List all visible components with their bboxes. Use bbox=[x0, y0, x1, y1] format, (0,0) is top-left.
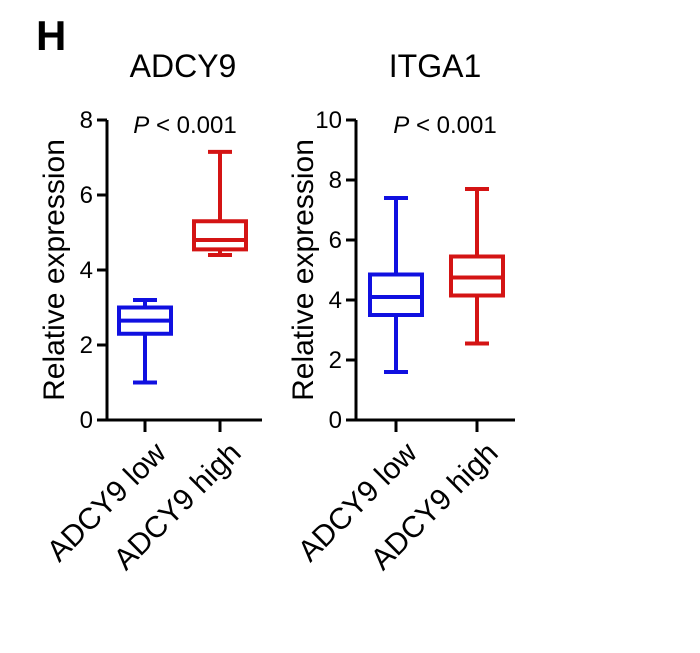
y-axis-title: Relative expression bbox=[38, 139, 71, 401]
y-tick-label: 0 bbox=[329, 407, 342, 434]
box-plot-high bbox=[449, 187, 505, 346]
y-axis-title: Relative expression bbox=[287, 139, 320, 401]
p-value-annotation: P < 0.001 bbox=[133, 112, 236, 139]
p-value-text: < 0.001 bbox=[149, 112, 236, 139]
y-tick-label: 8 bbox=[80, 107, 93, 134]
box-plot-high bbox=[192, 149, 248, 257]
y-tick-label: 6 bbox=[329, 227, 342, 254]
iqr-box bbox=[192, 219, 248, 252]
y-tick-label: 8 bbox=[329, 167, 342, 194]
chart-title: ADCY9 bbox=[130, 48, 237, 84]
chart-panel-itga1: ITGA1 P < 0.001 Relative expression 0 2 4 6 8 10… bbox=[287, 48, 515, 576]
y-tick-label: 2 bbox=[329, 347, 342, 374]
y-tick-label: 6 bbox=[80, 182, 93, 209]
p-value-symbol: P bbox=[393, 112, 409, 139]
p-value-annotation: P < 0.001 bbox=[393, 112, 496, 139]
p-value-symbol: P bbox=[133, 112, 149, 139]
y-tick-label: 0 bbox=[80, 407, 93, 434]
iqr-box bbox=[368, 272, 424, 317]
p-value-text: < 0.001 bbox=[409, 112, 496, 139]
chart-title: ITGA1 bbox=[389, 48, 481, 84]
panel-letter: H bbox=[36, 12, 66, 59]
box-plot-low bbox=[117, 298, 173, 385]
y-tick-label: 2 bbox=[80, 332, 93, 359]
y-tick-label: 4 bbox=[329, 287, 342, 314]
y-tick-label: 10 bbox=[315, 107, 342, 134]
box-plot-low bbox=[368, 196, 424, 374]
y-tick-label: 4 bbox=[80, 257, 93, 284]
